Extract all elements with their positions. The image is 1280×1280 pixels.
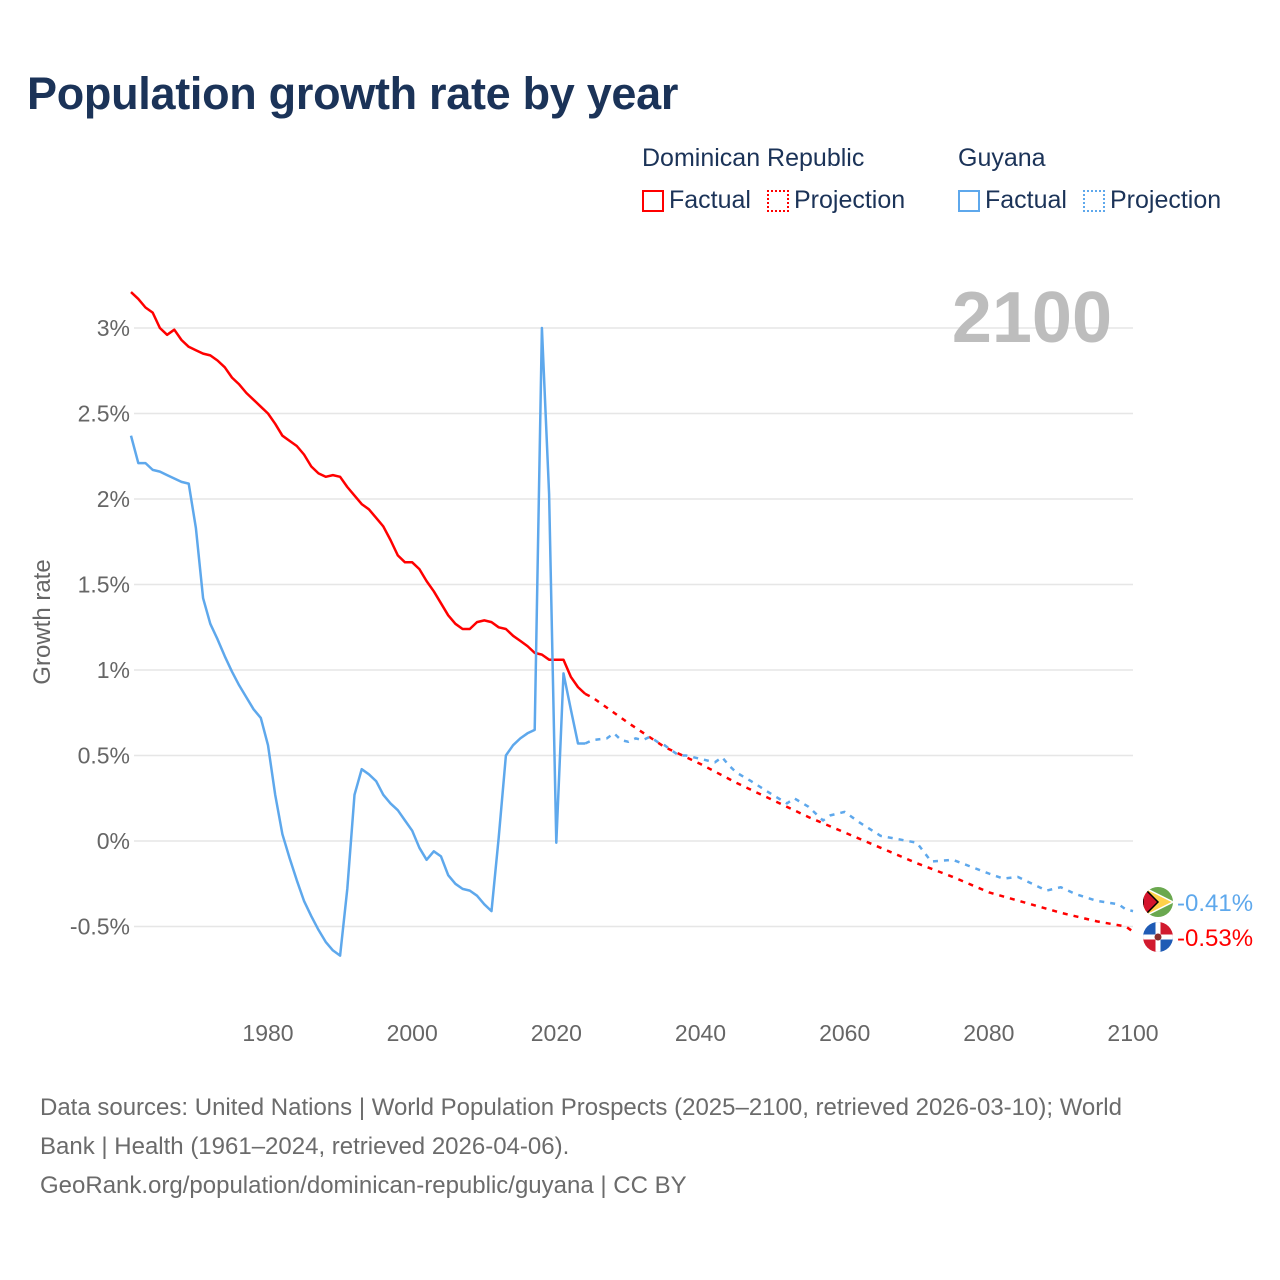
solid-swatch-icon bbox=[958, 189, 980, 212]
x-tick-label: 1980 bbox=[242, 1020, 293, 1046]
y-tick-label: 0.5% bbox=[78, 743, 130, 769]
year-display: 2100 bbox=[952, 278, 1112, 358]
footer-sources-line-1: Data sources: United Nations | World Pop… bbox=[40, 1094, 1122, 1121]
flag-emblem bbox=[1154, 933, 1162, 941]
legend-label: Factual bbox=[669, 186, 751, 214]
footer-attribution-link[interactable]: GeoRank.org/population/dominican-republi… bbox=[40, 1172, 687, 1199]
footer-sources-line-2: Bank | Health (1961–2024, retrieved 2026… bbox=[40, 1133, 570, 1160]
legend-label: Factual bbox=[985, 186, 1067, 214]
legend-group-dominican-republic: Dominican Republic Factual Projection bbox=[642, 144, 905, 215]
y-tick-label: 1% bbox=[97, 657, 130, 683]
series-line-guyana-factual bbox=[129, 326, 586, 957]
legend-label: Projection bbox=[1109, 186, 1222, 214]
series-line-dominican-republic-factual bbox=[130, 291, 587, 695]
page-title: Population growth rate by year bbox=[27, 68, 679, 119]
dotted-swatch-icon bbox=[1082, 189, 1105, 212]
x-tick-label: 2060 bbox=[819, 1020, 870, 1046]
legend-group-guyana: Guyana Factual Projection bbox=[958, 144, 1221, 215]
x-tick-label: 2020 bbox=[531, 1020, 582, 1046]
end-label-dominican-republic: -0.53% bbox=[1143, 922, 1253, 952]
y-tick-label: 2% bbox=[97, 486, 130, 512]
legend-label: Projection bbox=[793, 186, 906, 214]
flag-triangle bbox=[1143, 887, 1160, 917]
solid-swatch-icon bbox=[642, 189, 664, 212]
end-value-label: -0.41% bbox=[1177, 890, 1253, 917]
end-label-guyana: -0.41% bbox=[1143, 887, 1253, 917]
dominican-republic-flag-icon bbox=[1143, 922, 1173, 952]
legend-item-dr-projection[interactable]: Projection bbox=[766, 186, 906, 215]
guyana-flag-icon bbox=[1143, 887, 1173, 917]
series-line-dominican-republic-projection bbox=[584, 692, 1134, 933]
dotted-swatch-icon bbox=[766, 189, 789, 212]
series-line-guyana-projection bbox=[584, 732, 1134, 913]
x-tick-label: 2100 bbox=[1107, 1020, 1158, 1046]
y-tick-label: 2.5% bbox=[78, 401, 130, 427]
end-value-label: -0.53% bbox=[1177, 925, 1253, 952]
y-tick-label: 1.5% bbox=[78, 572, 130, 598]
x-tick-label: 2000 bbox=[387, 1020, 438, 1046]
y-tick-label: 0% bbox=[97, 828, 130, 854]
y-axis-title: Growth rate bbox=[29, 559, 56, 684]
legend-item-guyana-factual[interactable]: Factual bbox=[958, 186, 1067, 215]
y-tick-label: 3% bbox=[97, 315, 130, 341]
legend-group-title: Guyana bbox=[958, 144, 1046, 172]
y-tick-label: -0.5% bbox=[70, 914, 130, 940]
footer: Data sources: United Nations | World Pop… bbox=[40, 1088, 1240, 1205]
legend-item-dr-factual[interactable]: Factual bbox=[642, 186, 751, 215]
x-tick-label: 2040 bbox=[675, 1020, 726, 1046]
legend-item-guyana-projection[interactable]: Projection bbox=[1082, 186, 1222, 215]
legend-group-title: Dominican Republic bbox=[642, 144, 865, 172]
x-tick-label: 2080 bbox=[963, 1020, 1014, 1046]
